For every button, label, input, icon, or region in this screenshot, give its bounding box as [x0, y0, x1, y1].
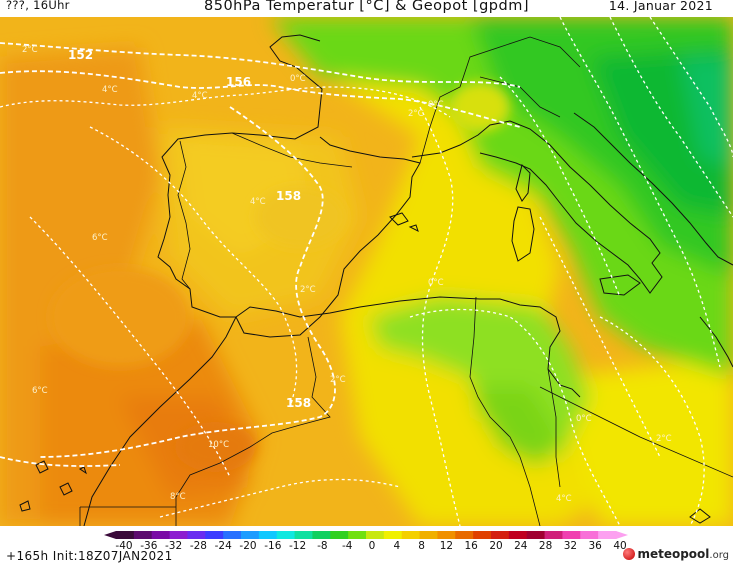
temp-label: 4°C: [102, 85, 118, 95]
colorbar-arrow-right: [616, 531, 628, 539]
map-title: 850hPa Temperatur [°C] & Geopot [gpdm]: [204, 0, 529, 14]
temp-label: 6°C: [92, 233, 108, 243]
temp-label: 4°C: [250, 197, 266, 207]
forecast-run-info: +165h Init:18Z07JAN2021: [6, 549, 173, 563]
temp-label: 0°C: [428, 100, 444, 110]
colorbar-ticks: -40 -36 -32 -28 -24 -20 -16 -12 -8 -4 0 4 8 12 16 20 24 2…: [0, 540, 733, 554]
colorbar-tick-label: 28: [538, 540, 553, 552]
colorbar-segment: [294, 531, 313, 539]
geopot-label-156: 156: [226, 75, 251, 89]
colorbar-tick-label: 4: [393, 540, 401, 552]
geopotential-contours: [0, 42, 521, 467]
colorbar-segment: [116, 531, 135, 539]
valid-date: 14. Januar 2021: [608, 0, 713, 13]
colorbar-segment: [580, 531, 599, 539]
footer-bar: -40 -36 -32 -28 -24 -20 -16 -12 -8 -4 0 4 8 12 16 20 24 2…: [0, 526, 733, 566]
colorbar-segment: [258, 531, 278, 539]
colorbar-tick-label: 20: [489, 540, 503, 552]
colorbar-segment: [276, 531, 296, 539]
colorbar-segment: [330, 531, 349, 539]
colorbar-segment: [366, 531, 385, 539]
temp-label: 10°C: [208, 440, 229, 450]
colorbar-segment: [491, 531, 510, 539]
colorbar-segment: [455, 531, 474, 539]
colorbar-segment: [187, 531, 206, 539]
colorbar-segment: [241, 531, 260, 539]
temp-label: 0°C: [428, 278, 444, 288]
temp-label: 2°C: [408, 109, 424, 119]
isotherms: [0, 17, 733, 526]
coastlines: [19, 34, 733, 526]
colorbar-tick-label: 40: [613, 540, 627, 552]
colorbar-segment: [562, 531, 581, 539]
colorbar-arrow-left: [104, 531, 116, 539]
logo-text: meteopool: [637, 547, 710, 561]
header-bar: ???, 16Uhr 850hPa Temperatur [°C] & Geop…: [0, 0, 733, 20]
colorbar-segment: [437, 531, 456, 539]
temp-label: 2°C: [300, 285, 316, 295]
temp-label: 2°C: [656, 434, 672, 444]
colorbar-segment: [419, 531, 438, 539]
colorbar-tick-label: 0: [368, 540, 376, 552]
colorbar-tick-label: -40: [115, 540, 133, 552]
colorbar-segment: [383, 531, 403, 539]
run-label: ???, 16Uhr: [6, 0, 70, 12]
colorbar-tick-label: -12: [289, 540, 307, 552]
colorbar-segment: [508, 531, 528, 539]
temp-label: 0°C: [576, 414, 592, 424]
colorbar-segment: [401, 531, 421, 539]
colorbar-tick-label: -16: [264, 540, 282, 552]
temp-label: 8°C: [170, 492, 186, 502]
temp-label: 4°C: [556, 494, 572, 504]
colorbar-segment: [205, 531, 224, 539]
geopot-label-158-africa: 158: [286, 396, 311, 410]
colorbar-segment: [133, 531, 153, 539]
colorbar-segment: [169, 531, 188, 539]
colorbar-tick-label: -32: [165, 540, 183, 552]
colorbar-tick-label: -4: [341, 540, 353, 552]
colorbar-tick-label: 24: [514, 540, 528, 552]
colorbar-segment: [223, 531, 242, 539]
geopot-label-152: 152: [68, 48, 93, 62]
colorbar-segment: [473, 531, 492, 539]
temp-label: 2°C: [330, 375, 346, 385]
colorbar-tick-label: 36: [588, 540, 602, 552]
colorbar-segment: [526, 531, 546, 539]
temp-label: 6°C: [32, 386, 48, 396]
colorbar-segment: [312, 531, 331, 539]
colorbar-segment: [151, 531, 171, 539]
colorbar-tick-label: 16: [464, 540, 478, 552]
colorbar-segment: [598, 531, 617, 539]
colorbar-tick-label: -20: [239, 540, 257, 552]
temp-label: 2°C: [22, 45, 38, 55]
colorbar-tick-label: 32: [563, 540, 578, 552]
colorbar-tick-label: -36: [140, 540, 158, 552]
meteopool-logo[interactable]: meteopool.org: [623, 547, 729, 561]
temp-label: 0°C: [290, 74, 306, 84]
colorbar-tick-label: 8: [418, 540, 425, 552]
colorbar-tick-label: 12: [439, 540, 454, 552]
colorbar-tick-label: -28: [189, 540, 207, 552]
colorbar-tick-label: -24: [214, 540, 232, 552]
contour-label-group: 152 156 158 158 2°C 4°C 4°C 0°C 0°C 2°C …: [22, 45, 672, 504]
colorbar-segment: [544, 531, 563, 539]
colorbar-segment: [348, 531, 367, 539]
temperature-colorbar: [104, 531, 628, 539]
logo-ball-icon: [623, 548, 636, 560]
colorbar-tick-label: -8: [317, 540, 328, 552]
weather-map: 152 156 158 158 2°C 4°C 4°C 0°C 0°C 2°C …: [0, 17, 733, 526]
temp-label: 4°C: [192, 91, 208, 101]
geopot-label-158-iberia: 158: [276, 189, 301, 203]
logo-suffix: .org: [709, 550, 729, 561]
